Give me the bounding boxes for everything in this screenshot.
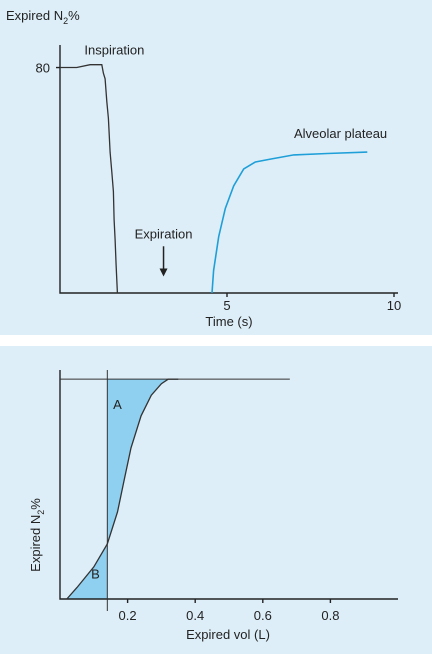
washout-curve-line xyxy=(66,378,179,600)
region-a-label: A xyxy=(113,397,122,412)
x-tick-label-bottom: 0.4 xyxy=(186,608,204,623)
y-tick-label: 80 xyxy=(36,61,50,76)
n2-vs-time-chart: Expired N2% Time (s) 5 10 80 Inspiration Ex… xyxy=(6,8,402,329)
region-label-group: AB xyxy=(91,397,122,581)
x-tick-label-bottom: 0.6 xyxy=(254,608,272,623)
alveolar-plateau-label: Alveolar plateau xyxy=(294,126,387,141)
fill-group xyxy=(66,379,179,599)
inspiration-series-line xyxy=(60,64,119,294)
x-axis-label-bottom: Expired vol (L) xyxy=(186,627,270,642)
y-axis-label-bottom: Expired N2% xyxy=(28,498,46,572)
region-b-label: B xyxy=(91,566,100,581)
tick-group-bottom: 0.2 0.4 0.6 0.8 xyxy=(119,599,339,623)
annotation-group: Inspiration Expiration Alveolar plateau xyxy=(84,42,387,277)
region-b-fill xyxy=(66,544,108,599)
alveolar-series-line xyxy=(211,151,368,294)
curve-group xyxy=(60,370,290,611)
washout-time-panel: Expired N2% Time (s) 5 10 80 Inspiration Ex… xyxy=(0,0,432,335)
y-axis-label: Expired N2% xyxy=(6,8,80,26)
expiration-label: Expiration xyxy=(135,226,193,241)
x-tick-label: 10 xyxy=(387,298,401,313)
x-axis-label: Time (s) xyxy=(205,314,252,329)
axes-bottom xyxy=(59,370,398,600)
washout-volume-panel: Expired N2% Expired vol (L) 0.2 0.4 0.6 0.8… xyxy=(0,346,432,654)
expiration-arrow-head xyxy=(159,268,168,277)
x-tick-label-bottom: 0.8 xyxy=(321,608,339,623)
axes xyxy=(59,45,398,294)
x-tick-label: 5 xyxy=(223,298,230,313)
region-a-fill xyxy=(107,379,179,544)
x-tick-label-bottom: 0.2 xyxy=(119,608,137,623)
n2-vs-volume-chart: Expired N2% Expired vol (L) 0.2 0.4 0.6 0.8… xyxy=(28,370,398,642)
tick-group: 5 10 80 xyxy=(36,61,402,313)
inspiration-label: Inspiration xyxy=(84,42,144,57)
series-group xyxy=(60,64,368,294)
